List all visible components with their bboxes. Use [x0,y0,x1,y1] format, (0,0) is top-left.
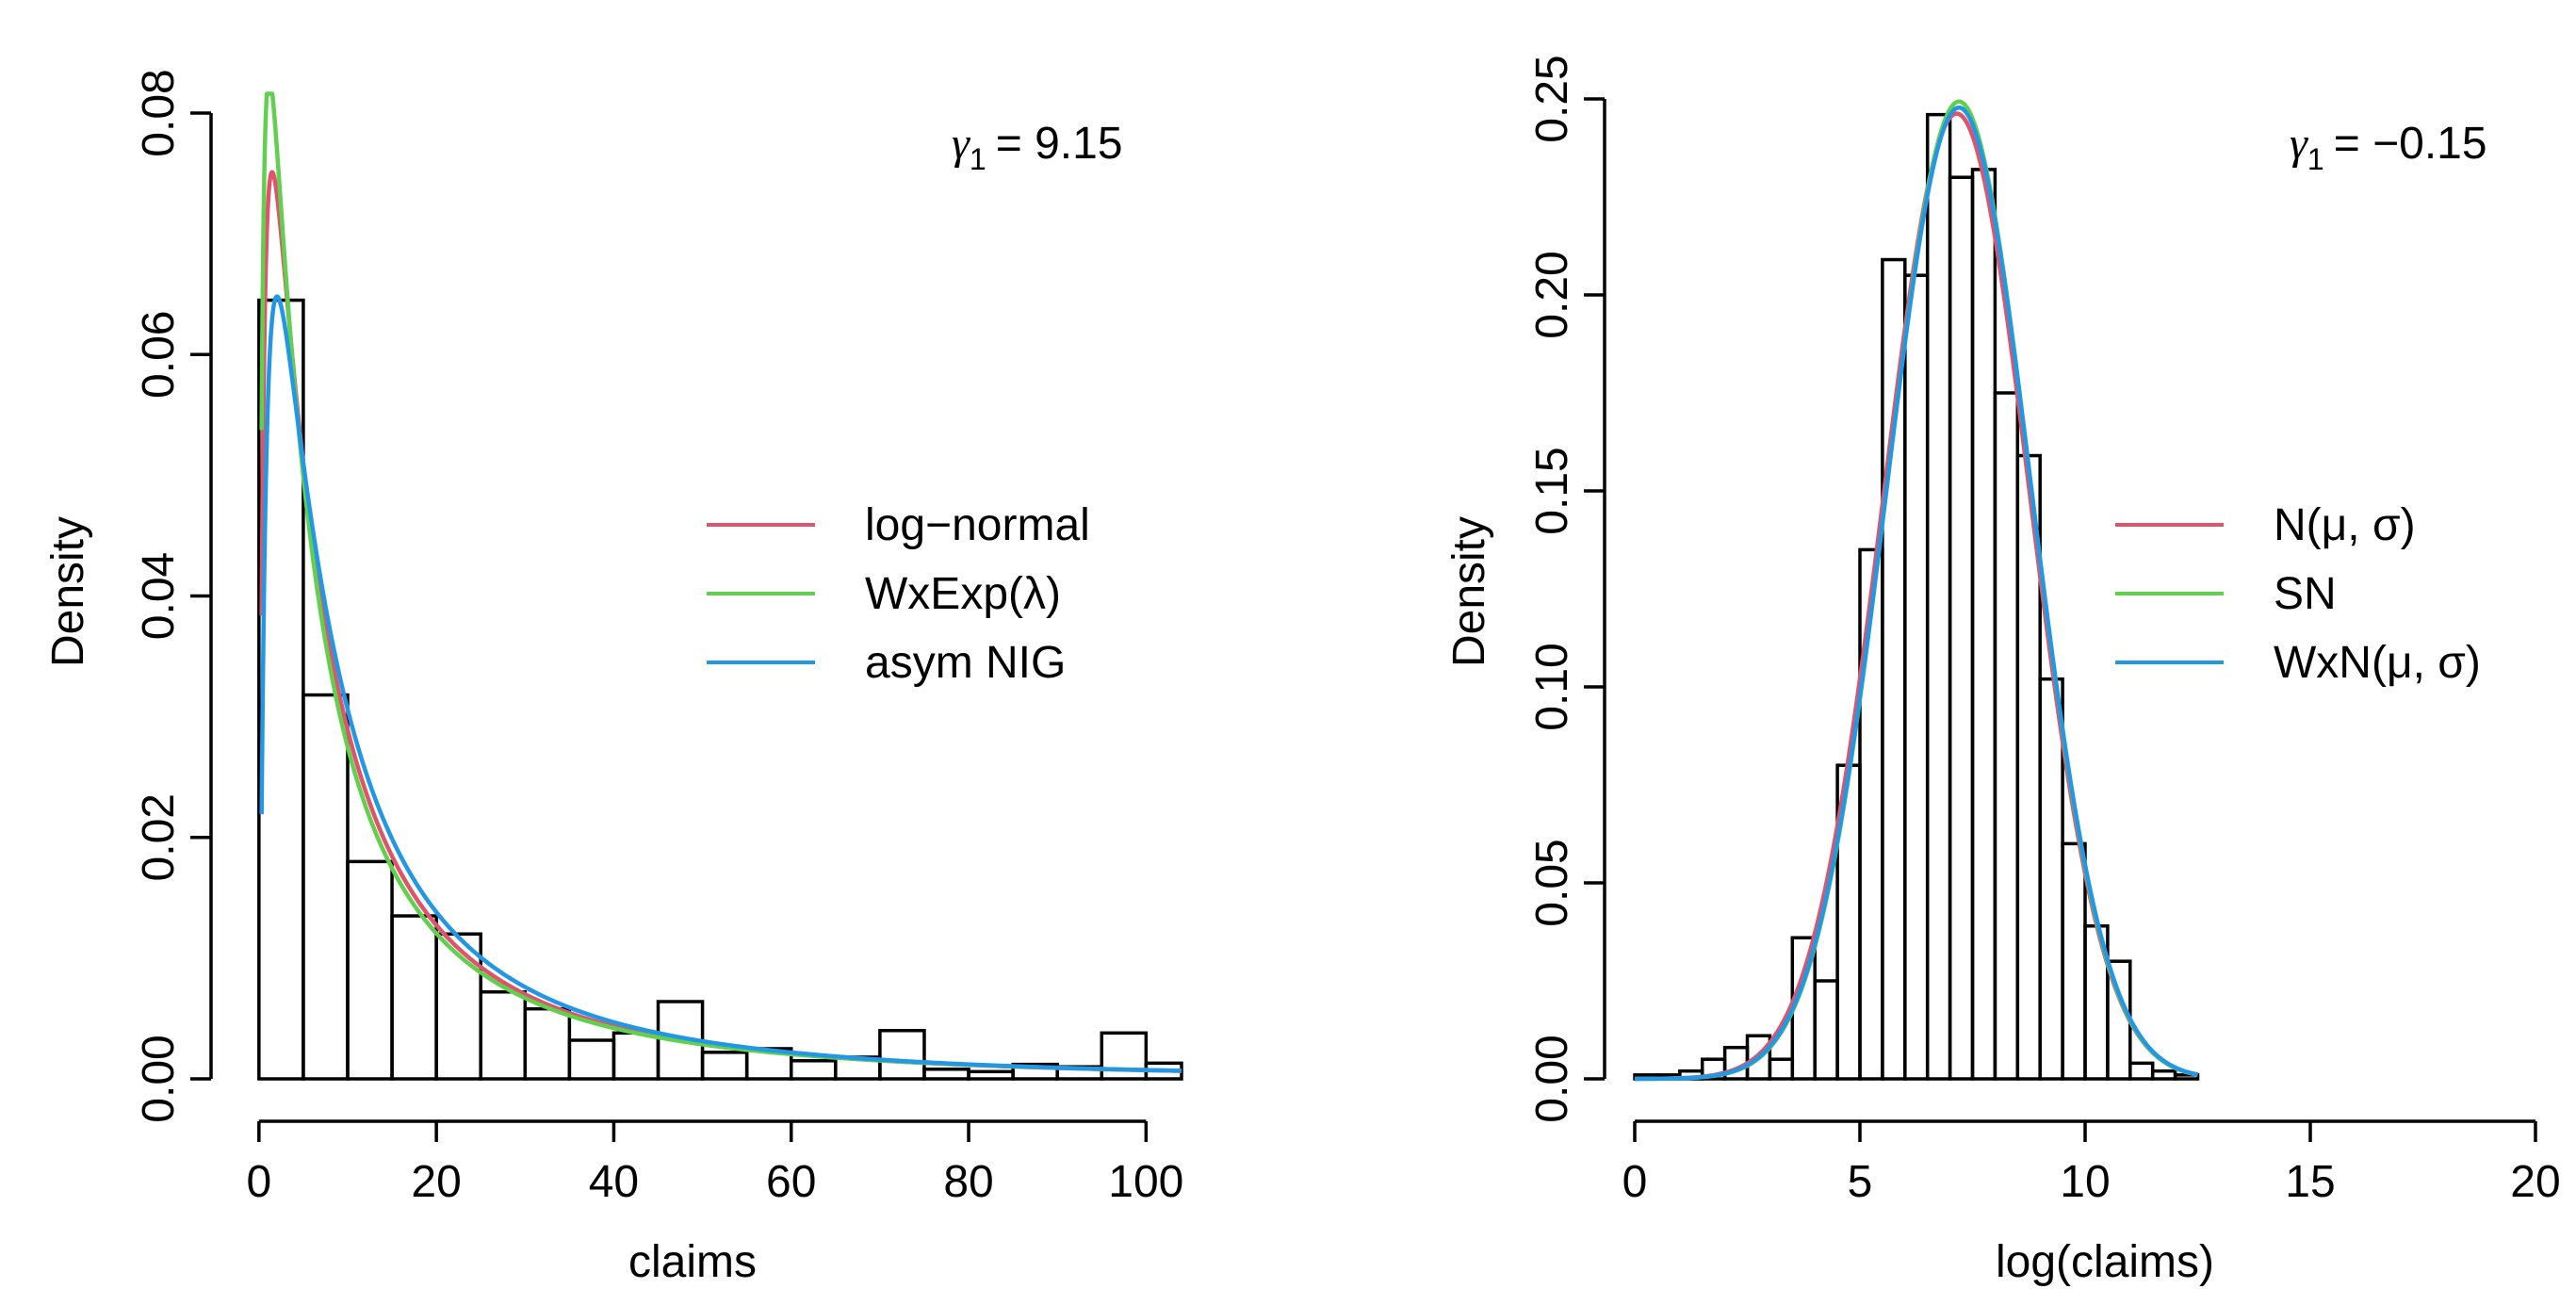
left-density-curve-2 [259,294,1182,1073]
right-x-tick-label: 0 [1622,1157,1648,1207]
left-x-tick-label: 60 [766,1157,816,1207]
left-annotation-value: = 9.15 [996,119,1123,169]
right-legend: N(μ, σ) SN WxN(μ, σ) [2115,500,2481,688]
left-annotation-symbol: γ [952,119,970,169]
right-histogram-bar [2173,1073,2200,1081]
right-density-curve-2 [1634,105,2199,1082]
legend-label-lognormal: log−normal [865,500,1090,550]
right-y-tick-label: 0.05 [1527,839,1577,926]
left-x-tick-label: 40 [589,1157,639,1207]
right-x-tick-label: 15 [2285,1157,2335,1207]
left-y-tick-label: 0.04 [134,552,184,640]
left-legend: log−normal WxExp(λ) asym NIG [707,500,1090,688]
right-y-tick-label: 0.00 [1527,1035,1577,1122]
left-x-tick-label: 0 [246,1157,271,1207]
left-ylabel: Density [43,516,93,667]
left-x-tick-label: 100 [1108,1157,1183,1207]
legend-label-asymnig: asym NIG [865,638,1066,688]
right-y-tick-label: 0.20 [1527,251,1577,338]
left-y-tick-label: 0.02 [134,793,184,881]
right-xlabel: log(claims) [1996,1237,2214,1287]
right-histogram-bar [1745,1034,1772,1081]
left-histogram-bar [1100,1031,1149,1081]
right-chart: Density log(claims) γ1 = −0.15 0 5 10 15 20 0.… [1444,55,2561,1287]
legend-label-wxn: WxN(μ, σ) [2274,638,2481,688]
right-annotation-subscript: 1 [2307,142,2324,176]
left-x-tick-label: 20 [411,1157,461,1207]
left-xlabel: claims [628,1237,757,1287]
right-annotation-symbol: γ [2290,119,2308,169]
right-x-tick-label: 5 [1848,1157,1873,1207]
left-y-tick-label: 0.00 [134,1035,184,1122]
right-ylabel: Density [1444,516,1494,667]
legend-label-normal: N(μ, σ) [2274,500,2416,550]
left-y-tick-label: 0.08 [134,69,184,156]
left-x-tick-label: 80 [943,1157,993,1207]
left-annotation: γ1 = 9.15 [952,119,1123,176]
left-y-tick-label: 0.06 [134,311,184,399]
right-x-tick-label: 10 [2060,1157,2110,1207]
right-y-tick-label: 0.10 [1527,643,1577,730]
right-y-tick-label: 0.25 [1527,55,1577,142]
right-annotation: γ1 = −0.15 [2290,119,2487,176]
legend-label-wxexp: WxExp(λ) [865,569,1061,619]
right-annotation-value: = −0.15 [2334,119,2487,169]
left-annotation-subscript: 1 [970,142,986,176]
legend-label-sn: SN [2274,569,2337,619]
right-y-tick-label: 0.15 [1527,447,1577,534]
left-histogram-bar [878,1029,926,1081]
left-chart: Density claims γ1 = 9.15 0 20 40 60 80 100 0.00… [43,69,1183,1287]
right-x-tick-label: 20 [2510,1157,2560,1207]
